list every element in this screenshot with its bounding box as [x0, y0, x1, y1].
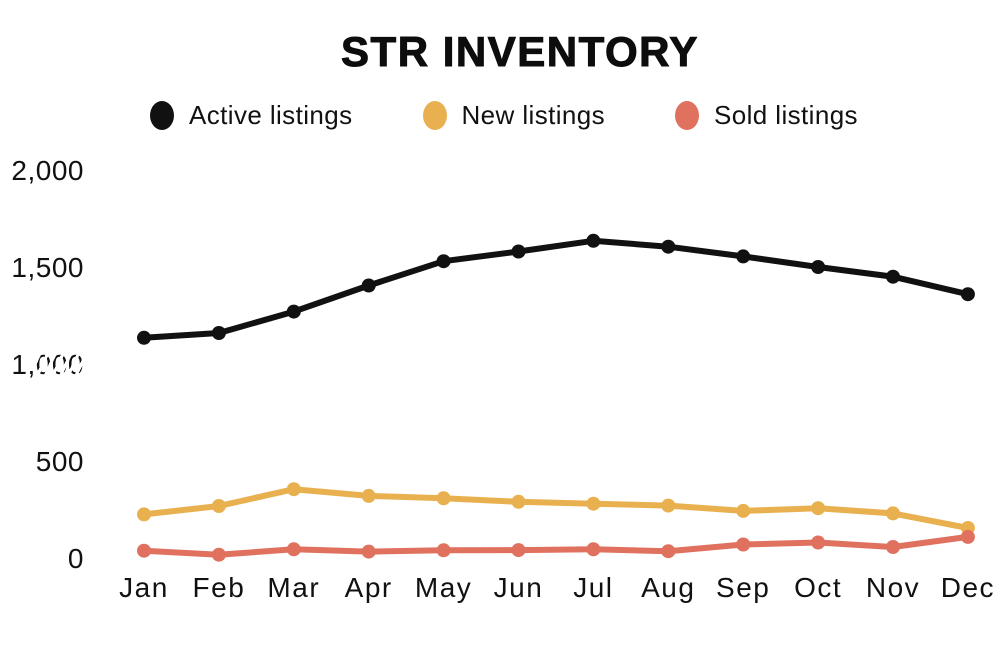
- data-point-active-listings-sep: [736, 249, 751, 264]
- x-tick-label-jan: Jan: [119, 572, 169, 603]
- y-tick-label-500: 500: [35, 446, 84, 477]
- x-tick-label-apr: Apr: [344, 572, 393, 603]
- data-point-active-listings-mar: [286, 304, 301, 319]
- data-point-new-listings-sep: [736, 503, 751, 518]
- x-tick-label-jul: Jul: [573, 572, 614, 603]
- legend-label: Sold listings: [714, 100, 858, 130]
- data-point-active-listings-apr: [361, 278, 376, 293]
- series-line-active-listings: [141, 237, 971, 341]
- x-tick-label-jun: Jun: [493, 572, 544, 603]
- x-tick-label-nov: Nov: [865, 572, 921, 603]
- data-point-sold-listings-jan: [137, 543, 151, 558]
- data-point-new-listings-apr: [361, 488, 376, 503]
- data-point-new-listings-mar: [286, 482, 301, 497]
- data-point-active-listings-may: [436, 254, 451, 269]
- data-point-sold-listings-sep: [736, 537, 751, 552]
- x-tick-label-sep: Sep: [716, 572, 771, 603]
- data-point-active-listings-dec: [960, 287, 975, 302]
- data-point-active-listings-aug: [661, 239, 676, 254]
- x-tick-label-oct: Oct: [794, 572, 843, 603]
- legend-item-new-listings: New listings: [422, 100, 606, 131]
- legend-label: New listings: [461, 100, 606, 130]
- data-point-sold-listings-feb: [211, 547, 226, 562]
- data-point-sold-listings-jun: [511, 543, 526, 558]
- data-point-new-listings-jul: [586, 496, 601, 511]
- y-tick-label-1500: 1,500: [11, 252, 84, 283]
- data-point-sold-listings-apr: [361, 544, 376, 559]
- data-point-sold-listings-oct: [811, 535, 826, 550]
- data-point-new-listings-oct: [811, 501, 826, 516]
- legend-swatch-sold-listings: [675, 101, 700, 130]
- data-point-active-listings-oct: [811, 260, 826, 274]
- x-tick-label-may: May: [414, 572, 473, 603]
- data-point-active-listings-nov: [886, 269, 900, 284]
- data-point-new-listings-aug: [661, 498, 676, 513]
- y-tick-label-2000: 2,000: [11, 155, 84, 186]
- x-tick-label-aug: Aug: [641, 572, 696, 603]
- data-point-new-listings-may: [436, 491, 451, 506]
- data-point-sold-listings-nov: [886, 540, 900, 554]
- data-point-sold-listings-dec: [960, 529, 975, 544]
- series-line-sold-listings: [141, 533, 971, 558]
- data-point-new-listings-jan: [137, 507, 151, 522]
- data-point-active-listings-jan: [137, 330, 151, 345]
- data-point-active-listings-jun: [511, 244, 526, 259]
- data-point-active-listings-feb: [211, 326, 226, 340]
- data-point-active-listings-jul: [586, 233, 601, 248]
- y-tick-label-0: 0: [67, 543, 84, 574]
- chart-title: STR INVENTORY: [341, 28, 699, 76]
- legend-label: Active listings: [189, 100, 353, 130]
- x-tick-label-feb: Feb: [192, 572, 246, 603]
- legend-swatch-new-listings: [422, 101, 447, 130]
- legend-swatch-active-listings: [150, 101, 174, 130]
- legend-item-active-listings: Active listings: [150, 100, 353, 131]
- data-point-sold-listings-mar: [286, 542, 301, 557]
- y-tick-label-1000: 1,000: [11, 349, 84, 380]
- data-point-new-listings-feb: [211, 499, 226, 513]
- series-line-new-listings: [141, 486, 971, 531]
- data-point-sold-listings-aug: [661, 544, 676, 559]
- chart-legend: Active listings New listings Sold listings: [150, 100, 858, 131]
- x-tick-label-mar: Mar: [267, 572, 321, 603]
- data-point-new-listings-jun: [511, 494, 526, 509]
- data-point-sold-listings-may: [436, 543, 451, 558]
- data-point-new-listings-nov: [886, 506, 900, 521]
- x-tick-label-dec: Dec: [940, 572, 996, 603]
- legend-item-sold-listings: Sold listings: [675, 100, 858, 131]
- data-point-sold-listings-jul: [586, 542, 601, 557]
